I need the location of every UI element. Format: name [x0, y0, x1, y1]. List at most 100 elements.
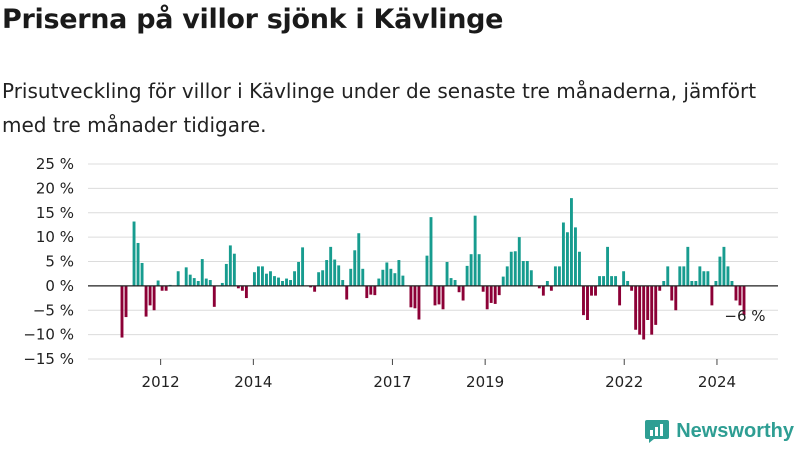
bar	[273, 276, 276, 286]
bar	[682, 266, 686, 286]
bar	[594, 285, 597, 296]
bar	[204, 278, 208, 286]
bar	[461, 285, 465, 301]
bar	[244, 285, 248, 299]
bar	[240, 285, 244, 291]
bar	[333, 259, 337, 286]
bar	[730, 281, 734, 286]
bar	[658, 285, 662, 291]
bar	[610, 276, 614, 286]
bar	[261, 266, 264, 286]
bar	[325, 260, 329, 286]
bar	[545, 281, 549, 286]
bar	[698, 266, 702, 286]
bar	[232, 253, 236, 286]
bar	[317, 272, 321, 286]
bar	[473, 215, 477, 286]
bar	[525, 261, 529, 286]
y-tick-label: −15 %	[23, 350, 74, 368]
bar	[477, 254, 481, 286]
bar	[265, 273, 268, 286]
bar	[489, 285, 493, 303]
bar	[590, 285, 593, 296]
bar	[670, 285, 674, 301]
bar	[196, 281, 200, 286]
bar	[224, 263, 228, 286]
bar	[433, 285, 437, 306]
bar	[120, 285, 124, 338]
x-tick-label: 2017	[373, 373, 411, 391]
y-tick-label: 5 %	[45, 253, 74, 271]
bar	[236, 285, 240, 289]
bar	[529, 270, 533, 286]
bar	[485, 285, 489, 310]
bar	[353, 250, 357, 286]
bar	[598, 276, 601, 286]
bar	[373, 285, 377, 296]
bar	[449, 278, 453, 286]
last-value-label: −6 %	[724, 307, 765, 325]
bar	[666, 266, 670, 286]
bar	[718, 256, 722, 286]
bar	[614, 276, 618, 286]
bar	[148, 285, 152, 306]
bar	[337, 265, 341, 286]
bar	[678, 266, 682, 286]
bar	[706, 271, 710, 286]
bar	[702, 271, 706, 286]
bar	[281, 281, 284, 286]
bar	[646, 285, 650, 320]
x-tick-label: 2014	[234, 373, 272, 391]
bar	[188, 274, 192, 286]
bar	[297, 261, 301, 286]
bar	[176, 271, 180, 286]
bar	[164, 285, 168, 291]
bar	[152, 285, 156, 311]
bar	[389, 268, 393, 286]
bar	[252, 272, 256, 286]
bar	[441, 285, 445, 310]
bar	[734, 285, 738, 301]
bar	[329, 246, 333, 286]
bar	[289, 280, 292, 286]
bar	[638, 285, 642, 335]
bar	[453, 280, 457, 286]
bar	[738, 285, 742, 306]
bar	[144, 285, 148, 317]
bar	[285, 278, 288, 286]
bar	[361, 268, 365, 286]
x-axis-ticks: 2012 2014 2017 2019 2022 2024	[142, 359, 736, 391]
bar	[377, 278, 381, 286]
bar	[349, 268, 353, 286]
bar	[493, 285, 497, 304]
brand-name: Newsworthy	[676, 419, 794, 442]
x-tick-label: 2024	[698, 373, 736, 391]
bar	[256, 266, 260, 286]
bar	[565, 232, 569, 286]
bar	[513, 251, 517, 286]
y-tick-label: 10 %	[36, 228, 74, 246]
y-tick-label: −10 %	[23, 326, 74, 344]
bar	[136, 242, 140, 286]
bar	[160, 285, 164, 291]
bar	[313, 285, 317, 292]
chart-subtitle: Prisutveckling för villor i Kävlinge und…	[2, 79, 757, 137]
bar	[602, 276, 605, 286]
bar	[321, 270, 325, 286]
bar	[357, 233, 361, 286]
bar	[630, 285, 634, 291]
bar	[409, 285, 413, 308]
bar	[381, 269, 385, 286]
bar	[385, 262, 389, 286]
bar	[132, 221, 136, 286]
bar	[445, 261, 449, 286]
y-tick-label: 15 %	[36, 204, 74, 222]
bar	[570, 198, 573, 286]
bar	[634, 285, 638, 330]
bar	[365, 285, 369, 299]
bar	[505, 266, 509, 286]
bar	[413, 285, 417, 309]
bar	[509, 251, 513, 286]
bar	[293, 271, 296, 286]
